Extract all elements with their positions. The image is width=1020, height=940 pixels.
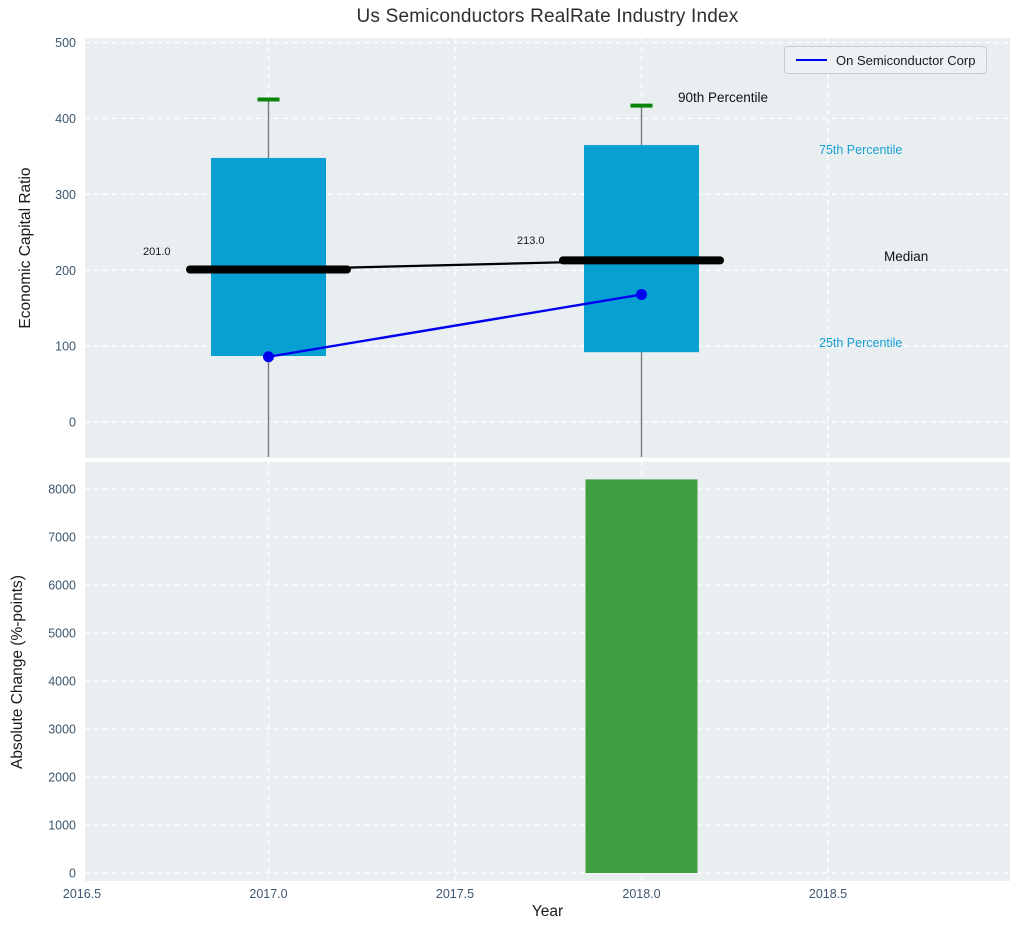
tick-label: 0 xyxy=(69,867,76,881)
tick-label: 7000 xyxy=(48,531,76,545)
bottom-plot-area xyxy=(85,462,1010,881)
legend-label: On Semiconductor Corp xyxy=(836,52,976,68)
percentile-bar xyxy=(211,157,326,356)
tick-label: 1000 xyxy=(48,819,76,833)
tick-label: 100 xyxy=(55,340,76,354)
p90-percentile-label: 90th Percentile xyxy=(678,90,769,105)
percentile-bar xyxy=(584,145,699,353)
p75-percentile-label: 75th Percentile xyxy=(819,143,903,157)
company-point xyxy=(263,351,274,363)
company-line xyxy=(268,293,642,358)
tick-label: 4000 xyxy=(48,675,76,689)
tick-label: 2018.5 xyxy=(809,887,847,901)
p25-percentile-label: 25th Percentile xyxy=(819,336,903,350)
tick-label: 2018.0 xyxy=(622,887,660,901)
tick-label: 2017.5 xyxy=(436,887,474,901)
tick-label: 400 xyxy=(55,112,76,126)
median-value-2018: 213.0 xyxy=(517,235,545,247)
tick-label: 2016.5 xyxy=(63,887,101,901)
tick-label: 6000 xyxy=(48,579,76,593)
chart-title: Us Semiconductors RealRate Industry Inde… xyxy=(356,6,739,27)
legend-line-icon xyxy=(796,59,827,61)
tick-label: 300 xyxy=(55,188,76,202)
tick-label: 2017.0 xyxy=(249,887,287,901)
tick-label: 3000 xyxy=(48,723,76,737)
median-label: Median xyxy=(884,249,929,264)
tick-label: 0 xyxy=(69,416,76,430)
change-bar xyxy=(585,479,698,873)
median-value-2017: 201.0 xyxy=(143,246,171,258)
tick-label: 500 xyxy=(55,36,76,50)
tick-label: 8000 xyxy=(48,483,76,497)
company-point xyxy=(636,289,647,301)
x-axis-label: Year xyxy=(531,903,564,920)
tick-label: 5000 xyxy=(48,627,76,641)
legend: On Semiconductor Corp xyxy=(784,46,988,74)
y-axis-label-bottom: Absolute Change (%-points) xyxy=(9,575,26,769)
y-axis-label-top: Economic Capital Ratio xyxy=(17,167,34,329)
tick-label: 200 xyxy=(55,264,76,278)
tick-label: 2000 xyxy=(48,771,76,785)
